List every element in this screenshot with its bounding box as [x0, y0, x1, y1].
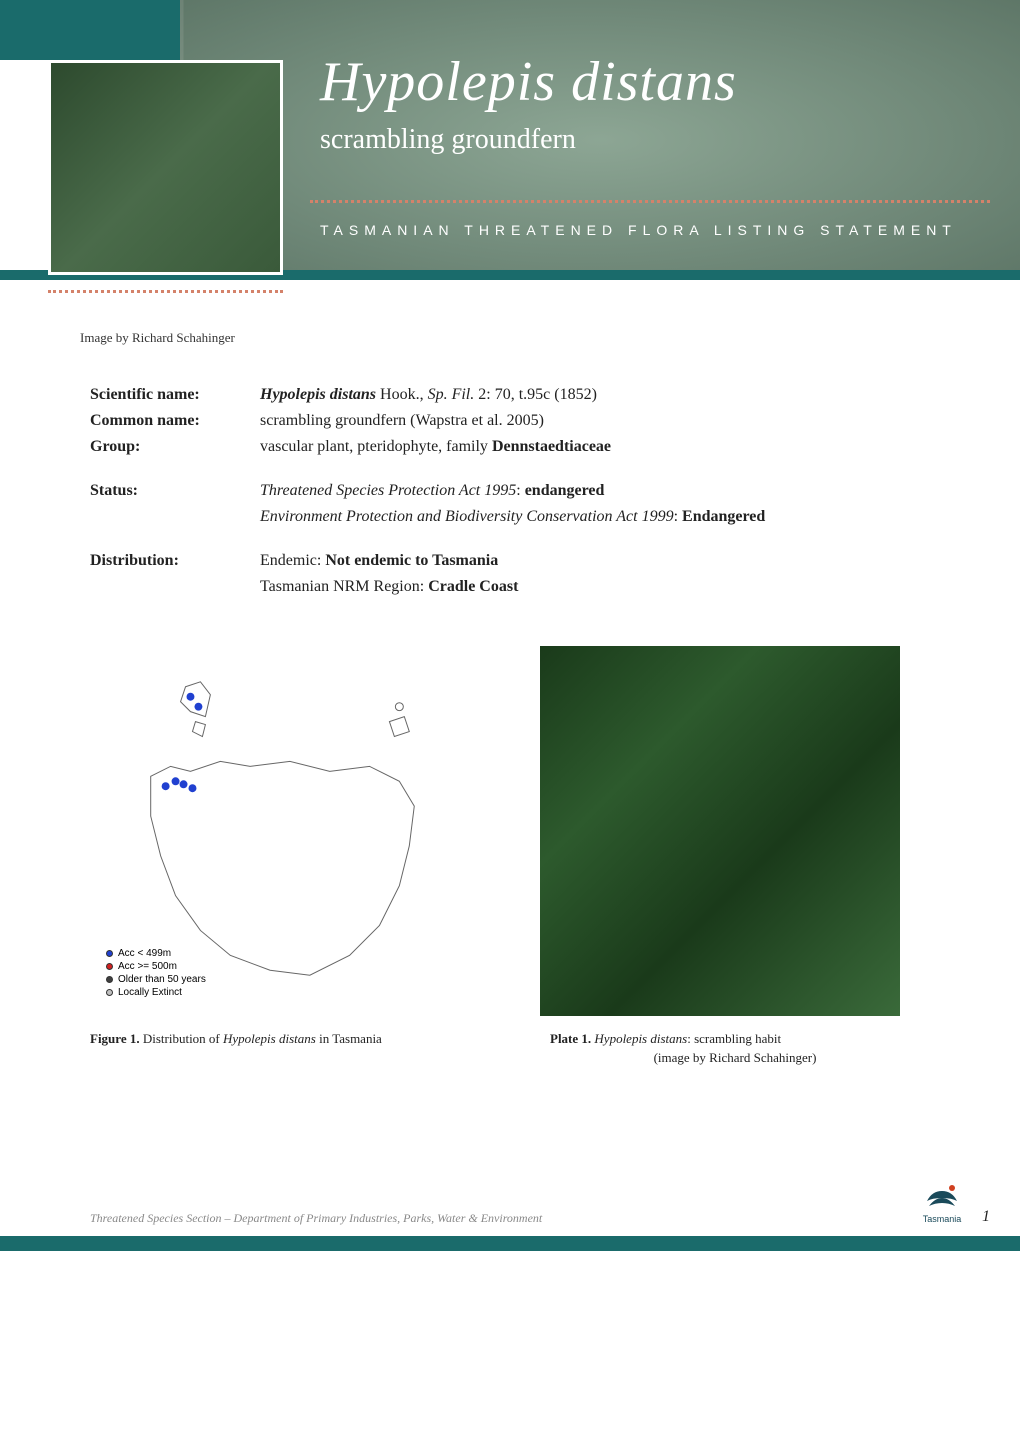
- figure-1-caption: Figure 1. Distribution of Hypolepis dist…: [90, 1031, 480, 1047]
- plate-1-subcaption: (image by Richard Schahinger): [540, 1050, 930, 1066]
- banner-dotted-line: [310, 200, 990, 203]
- legend-item: Older than 50 years: [106, 974, 206, 985]
- footer-text: Threatened Species Section – Department …: [90, 1211, 542, 1226]
- distribution-map: Acc < 499m Acc >= 500m Older than 50 years…: [90, 646, 470, 1016]
- legend-item: Locally Extinct: [106, 987, 206, 998]
- info-value: Endemic: Not endemic to Tasmania: [260, 552, 930, 570]
- info-label: Group:: [90, 438, 260, 456]
- plate-1-caption: Plate 1. Hypolepis distans: scrambling h…: [550, 1031, 930, 1047]
- legend-item: Acc >= 500m: [106, 961, 206, 972]
- info-row-status: Status: Threatened Species Protection Ac…: [90, 482, 930, 500]
- info-value: Threatened Species Protection Act 1995: …: [260, 482, 930, 500]
- species-title: Hypolepis distans: [320, 50, 737, 114]
- info-label: Scientific name:: [90, 386, 260, 404]
- bottom-teal-bar: [0, 1236, 1020, 1251]
- info-value: Environment Protection and Biodiversity …: [260, 508, 930, 526]
- photo-dotted-underline: [48, 290, 283, 293]
- legend-item: Acc < 499m: [106, 948, 206, 959]
- plate-1-block: Plate 1. Hypolepis distans: scrambling h…: [540, 646, 930, 1066]
- teal-corner-block: [0, 0, 180, 60]
- banner-subtitle: TASMANIAN THREATENED FLORA LISTING STATE…: [320, 222, 957, 238]
- common-title: scrambling groundfern: [320, 124, 737, 156]
- figure-1-block: Acc < 499m Acc >= 500m Older than 50 years…: [90, 646, 480, 1066]
- info-label: Status:: [90, 482, 260, 500]
- page-footer: Threatened Species Section – Department …: [0, 1176, 1020, 1226]
- info-row-common-name: Common name: scrambling groundfern (Waps…: [90, 412, 930, 430]
- info-value: Tasmanian NRM Region: Cradle Coast: [260, 578, 930, 596]
- info-label: Distribution:: [90, 552, 260, 570]
- figures-section: Acc < 499m Acc >= 500m Older than 50 years…: [90, 646, 930, 1066]
- image-credit: Image by Richard Schahinger: [80, 330, 1020, 346]
- info-label: Common name:: [90, 412, 260, 430]
- info-value: scrambling groundfern (Wapstra et al. 20…: [260, 412, 930, 430]
- info-row-distribution-2: Tasmanian NRM Region: Cradle Coast: [90, 578, 930, 596]
- info-row-status-2: Environment Protection and Biodiversity …: [90, 508, 930, 526]
- map-legend: Acc < 499m Acc >= 500m Older than 50 years…: [106, 948, 206, 1000]
- species-info-table: Scientific name: Hypolepis distans Hook.…: [90, 386, 930, 596]
- footer-right: Tasmania 1: [917, 1176, 990, 1226]
- header-banner: Hypolepis distans scrambling groundfern …: [0, 0, 1020, 280]
- info-row-scientific-name: Scientific name: Hypolepis distans Hook.…: [90, 386, 930, 404]
- info-label: [90, 578, 260, 596]
- info-value: vascular plant, pteridophyte, family Den…: [260, 438, 930, 456]
- tasmania-logo-icon: Tasmania: [917, 1176, 967, 1226]
- info-label: [90, 508, 260, 526]
- info-row-group: Group: vascular plant, pteridophyte, fam…: [90, 438, 930, 456]
- info-value: Hypolepis distans Hook., Sp. Fil. 2: 70,…: [260, 386, 930, 404]
- header-title-block: Hypolepis distans scrambling groundfern: [320, 50, 737, 156]
- info-row-distribution: Distribution: Endemic: Not endemic to Ta…: [90, 552, 930, 570]
- svg-text:Tasmania: Tasmania: [923, 1214, 962, 1224]
- page-number: 1: [982, 1208, 990, 1226]
- species-habitat-photo: [540, 646, 900, 1016]
- header-species-photo: [48, 60, 283, 275]
